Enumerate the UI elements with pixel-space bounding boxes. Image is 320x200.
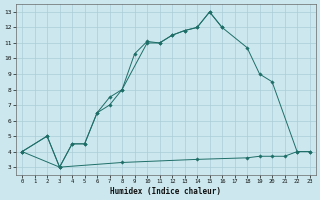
X-axis label: Humidex (Indice chaleur): Humidex (Indice chaleur) [110, 187, 221, 196]
